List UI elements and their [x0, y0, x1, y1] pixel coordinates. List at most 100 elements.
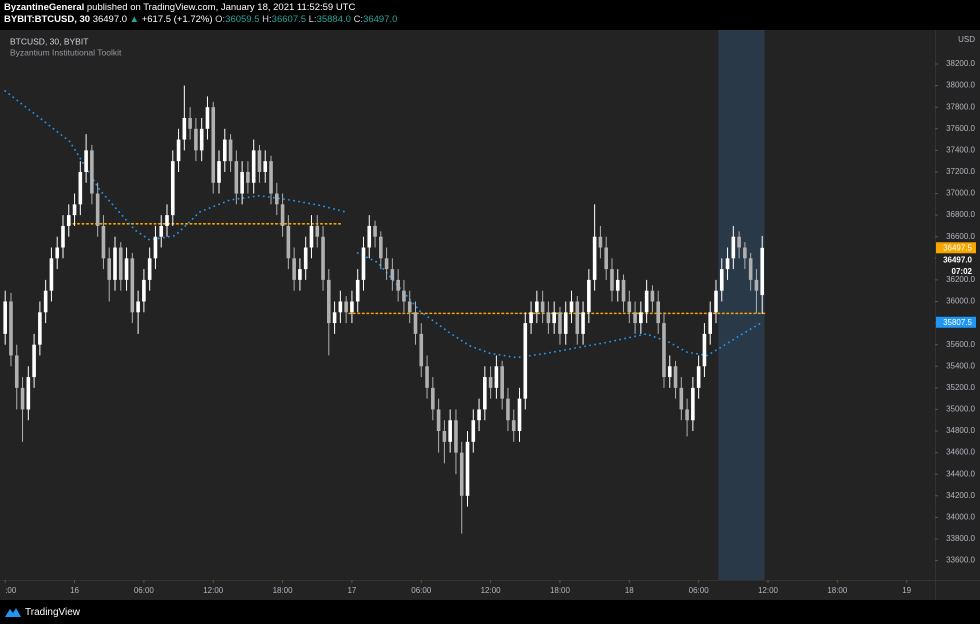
candle-body [55, 247, 60, 259]
candle-body [263, 161, 268, 172]
candle-body [95, 193, 100, 226]
high-value: 36607.5 [271, 14, 306, 25]
y-tick-label: 38200.0 [946, 59, 975, 68]
candle-body [425, 366, 429, 388]
candle-body [500, 366, 504, 399]
candle-body [402, 290, 406, 302]
candle-body [587, 279, 591, 313]
currency: USD [958, 35, 975, 44]
y-tick-label: 35000.0 [946, 405, 975, 414]
candle-body [569, 301, 574, 313]
candle-body [303, 247, 308, 270]
candle-body [118, 247, 123, 280]
candle-body [575, 301, 580, 334]
candle-body [61, 225, 65, 248]
candle-body [211, 107, 216, 183]
y-tick-label: 35600.0 [946, 340, 975, 349]
candle-body [292, 258, 296, 280]
candle-body [644, 290, 649, 313]
y-tick-label: 36200.0 [946, 275, 975, 284]
candle-body [656, 301, 660, 324]
y-tick-label: 34600.0 [946, 448, 975, 457]
candle-body [459, 452, 464, 496]
price-tag: 36497.5 [943, 243, 972, 252]
candle-body [280, 204, 285, 226]
moving-average [4, 90, 346, 241]
candle-body [431, 387, 435, 410]
candle-body [355, 279, 360, 302]
candle-body [9, 301, 13, 356]
candle-body [714, 290, 718, 313]
candle-body [379, 236, 383, 259]
candle-body [667, 366, 672, 378]
logo [5, 608, 21, 617]
x-tick-label: 18:00 [550, 586, 571, 595]
candle-body [332, 312, 337, 324]
candle-body [246, 171, 250, 183]
y-tick-label: 37400.0 [946, 145, 975, 154]
y-tick-label: 37600.0 [946, 124, 975, 133]
candle-body [176, 139, 181, 162]
candle-body [708, 312, 713, 334]
countdown: 07:02 [952, 267, 973, 276]
candle-body [182, 117, 187, 140]
y-tick-label: 35400.0 [946, 361, 975, 370]
low-value: 35884.0 [316, 14, 351, 25]
y-tick-label: 36000.0 [946, 297, 975, 306]
candle-body [321, 236, 325, 280]
x-tick-label: 18:00 [273, 586, 294, 595]
price-tag: 35807.5 [943, 318, 972, 327]
candle-body [72, 204, 77, 216]
candle-body [327, 279, 331, 324]
candle-body [621, 279, 626, 302]
candle-body [535, 301, 539, 313]
candle-body [413, 312, 418, 334]
quote-line: BYBIT:BTCUSD, 30 36497.0 ▲ +617.5 (+1.72… [4, 14, 397, 26]
candle-body [702, 333, 707, 367]
last-price: 36497.0 [92, 14, 128, 25]
brand: TradingView [25, 606, 81, 618]
candle-body [540, 301, 545, 313]
x-tick-label: 18:00 [827, 586, 848, 595]
candle-body [90, 150, 94, 194]
candle-body [3, 301, 8, 334]
candle-body [407, 301, 412, 313]
published: published on TradingView.com, January 18… [86, 2, 356, 13]
candle-body [639, 312, 643, 324]
candle-body [153, 236, 158, 259]
price-tag-bg [936, 242, 976, 254]
candle-body [228, 139, 233, 162]
y-tick-label: 34800.0 [946, 426, 975, 435]
low-label: L: [308, 14, 317, 25]
candle-body [147, 258, 152, 280]
high-label: H: [262, 14, 272, 25]
x-tick-label: 18 [625, 586, 634, 595]
candle-body [367, 225, 372, 248]
candle-body [217, 161, 221, 183]
candle-body [373, 225, 377, 237]
candle-body [194, 128, 198, 151]
y-tick-label: 37200.0 [946, 167, 975, 176]
candle-body [725, 258, 730, 270]
y-tick-label: 33600.0 [946, 556, 975, 565]
background-layer [718, 30, 765, 580]
chart-background [0, 30, 980, 600]
close-label: C: [353, 14, 364, 25]
chart: BTCUSD, 30, BYBIT Byzantium Institutiona… [0, 30, 980, 600]
candle-body [142, 279, 146, 302]
candle-body [737, 236, 741, 248]
candle-body [483, 377, 487, 410]
x-tick-label: 12:00 [203, 586, 224, 595]
author: ByzantineGeneral [4, 2, 85, 13]
candle-body [523, 323, 528, 399]
x-tick-label: 06:00 [689, 586, 710, 595]
header: ByzantineGeneral published on TradingVie… [4, 2, 397, 26]
x-tick-label: 16 [70, 586, 79, 595]
candle-body [269, 161, 273, 194]
candle-body [598, 236, 603, 248]
candle-body [49, 258, 54, 291]
candle-body [20, 387, 25, 410]
candle-body [563, 312, 568, 334]
candle-body [696, 366, 701, 388]
candle-body [338, 301, 343, 313]
